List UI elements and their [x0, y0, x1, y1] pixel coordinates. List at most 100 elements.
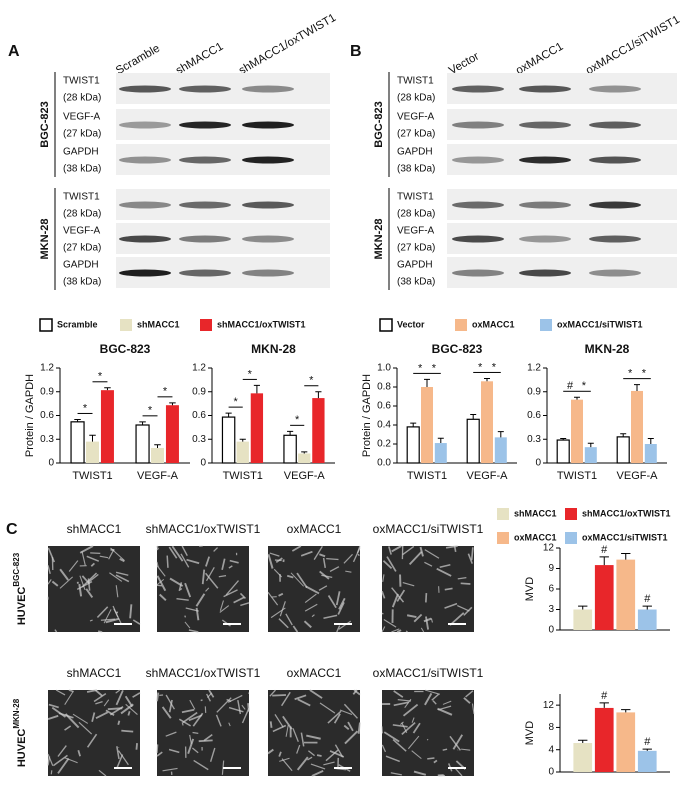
- cell-strand: [156, 692, 160, 702]
- cell-strand: [338, 597, 346, 610]
- cell-strand: [99, 555, 109, 559]
- error-bar: [225, 412, 232, 418]
- y-tick-label: 1.2: [40, 363, 54, 374]
- cell-strand: [392, 738, 407, 752]
- micrograph: [157, 546, 249, 632]
- y-tick-label: 0.6: [40, 410, 54, 421]
- cell-strand: [311, 614, 315, 618]
- sig-marker: *: [642, 368, 647, 380]
- cell-strand: [381, 612, 384, 615]
- cell-strand: [326, 557, 339, 561]
- cell-strand: [444, 587, 453, 591]
- cell-strand: [269, 721, 273, 728]
- micrograph: [382, 690, 474, 776]
- cell-strand: [115, 585, 119, 598]
- error-bar: [470, 414, 477, 420]
- blot-band: [589, 85, 641, 93]
- x-tick-label: TWIST1: [223, 470, 263, 482]
- cell-strand: [329, 566, 340, 573]
- micrograph: [268, 690, 360, 776]
- cell-strand: [115, 574, 130, 583]
- error-bar: [621, 552, 631, 560]
- protein-label: TWIST1: [397, 192, 434, 203]
- cell-strand: [59, 568, 69, 581]
- cell-strand: [402, 582, 415, 587]
- image-label: oxMACC1/siTWIST1: [373, 666, 484, 680]
- cell-strand: [98, 769, 107, 777]
- y-tick-label: 6: [548, 584, 554, 595]
- sig-marker: *: [628, 368, 633, 380]
- cell-strand: [184, 621, 191, 629]
- cell-strand: [343, 703, 358, 719]
- error-bar: [599, 702, 609, 708]
- cell-strand: [228, 722, 231, 727]
- micrograph: [48, 690, 140, 776]
- cell-strand: [269, 689, 276, 697]
- legend-swatch: [540, 319, 552, 331]
- cell-strand: [352, 547, 361, 563]
- superscript: MKN-28: [12, 698, 21, 728]
- cell-strand: [402, 545, 415, 556]
- legend-label: oxMACC1: [472, 319, 515, 329]
- cell-strand: [90, 562, 96, 567]
- cell-strand: [159, 593, 167, 601]
- cell-strand: [247, 692, 250, 694]
- cell-strand: [103, 699, 110, 707]
- cell-strand: [237, 699, 242, 715]
- y-axis-label: MVD: [524, 577, 536, 602]
- y-tick-label: 0.6: [377, 401, 391, 412]
- protein-label: VEGF-A: [397, 226, 435, 237]
- cell-strand: [411, 717, 415, 723]
- cell-strand: [47, 714, 59, 721]
- cell-strand: [425, 616, 430, 630]
- bar: [434, 443, 447, 463]
- cell-strand: [313, 545, 323, 560]
- cell-strand: [115, 689, 124, 706]
- blot-band: [242, 235, 294, 243]
- bar: [644, 444, 657, 463]
- cell-strand: [411, 750, 422, 759]
- blot-band: [242, 201, 294, 209]
- blot-band: [179, 269, 231, 277]
- cell-strand: [168, 546, 178, 559]
- protein-size: (38 kDa): [397, 277, 435, 288]
- legend-swatch: [39, 318, 53, 332]
- error-bar: [599, 556, 609, 566]
- cell-strand: [189, 699, 196, 710]
- cell-strand: [307, 750, 315, 757]
- chart-title: BGC-823: [432, 342, 483, 356]
- cell-strand: [413, 613, 423, 623]
- cell-strand: [117, 750, 129, 766]
- cell-strand: [424, 692, 433, 706]
- cell-strand: [296, 572, 308, 589]
- cell-strand: [452, 734, 464, 750]
- cell-strand: [48, 703, 59, 709]
- superscript: BGC-823: [12, 552, 21, 586]
- error-bar: [621, 709, 631, 713]
- protein-size: (28 kDa): [63, 93, 101, 104]
- cell-strand: [57, 745, 67, 757]
- cell-strand: [285, 613, 293, 626]
- sig-marker: #: [644, 593, 651, 605]
- cell-strand: [269, 552, 280, 557]
- bar: [86, 441, 99, 463]
- error-bar: [587, 442, 594, 448]
- y-tick-label: 0: [48, 458, 54, 469]
- cell-strand: [166, 555, 169, 568]
- cell-strand: [294, 694, 307, 701]
- cell-strand: [318, 585, 328, 591]
- cell-strand: [381, 744, 387, 753]
- lane-label: oxMACC1: [514, 41, 565, 78]
- blot-band: [589, 235, 641, 243]
- legend-swatch: [379, 318, 393, 332]
- error-bar: [154, 444, 161, 448]
- cell-strand: [209, 747, 216, 762]
- y-tick-label: 0.8: [377, 382, 391, 393]
- cell-strand: [77, 750, 81, 757]
- bar: [637, 609, 657, 630]
- cell-strand: [57, 757, 70, 774]
- cell-strand: [426, 738, 429, 741]
- cell-strand: [337, 602, 345, 615]
- legend-label: oxMACC1/siTWIST1: [557, 319, 643, 329]
- blot-band: [242, 269, 294, 277]
